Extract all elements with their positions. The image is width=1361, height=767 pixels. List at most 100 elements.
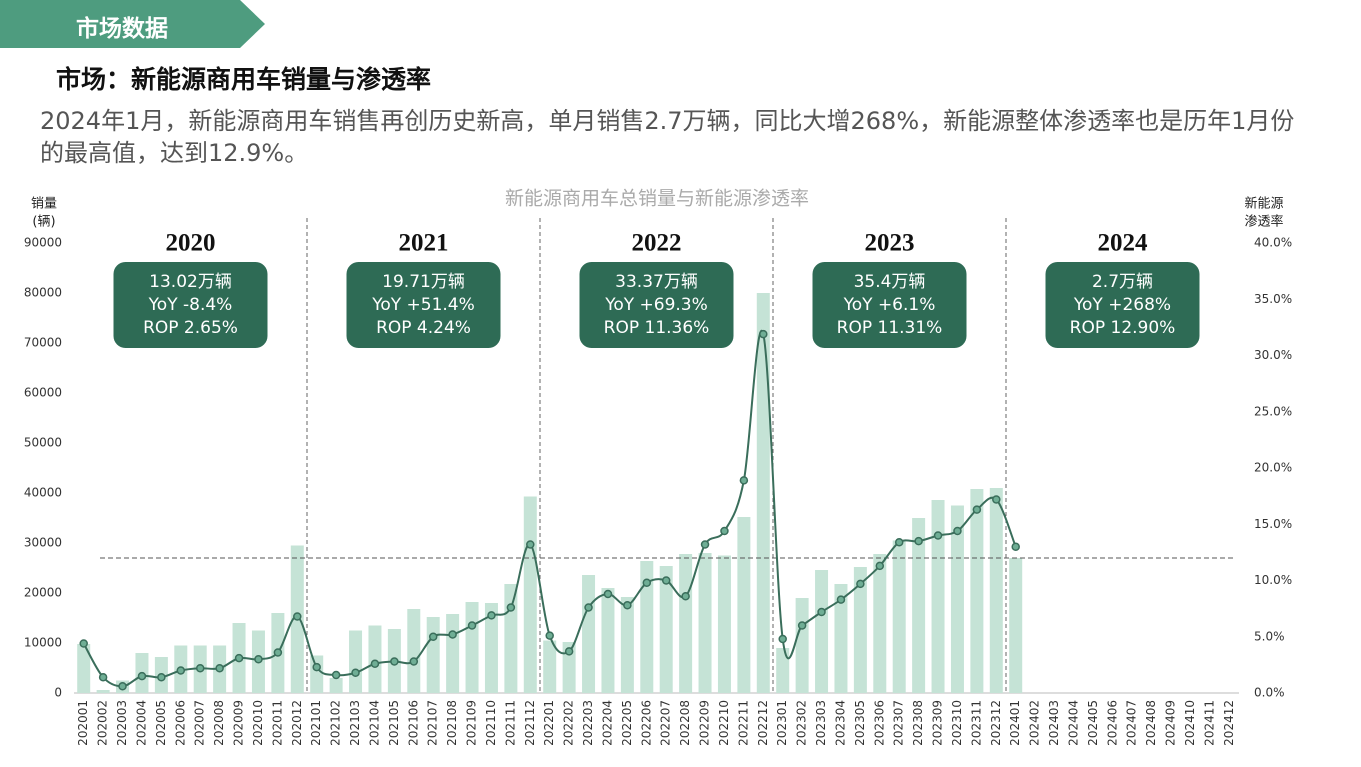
year-box-text: ROP 11.36% [604,318,710,338]
bar [737,517,751,693]
year-box-text: YoY +6.1% [843,295,936,315]
bar [329,678,343,693]
bar [407,609,421,693]
bar [620,597,634,693]
section-tag: 市场数据 [0,0,265,48]
year-box-text: 35.4万辆 [854,272,926,292]
year-label: 2020 [166,230,216,257]
x-tick-label: 202302 [795,700,809,746]
year-box-text: ROP 12.90% [1070,318,1176,338]
line-point [312,662,321,672]
chart-title: 新能源商用车总销量与新能源渗透率 [505,188,809,210]
bar [970,489,984,693]
bar [815,570,829,693]
bar [640,561,654,693]
x-tick-label: 202006 [173,700,187,746]
x-tick-label: 202208 [678,700,692,746]
bar [698,553,712,693]
y2-tick-label: 20.0% [1254,461,1292,475]
year-box [812,262,967,348]
year-box-text: 33.37万辆 [615,272,698,292]
line-point [79,639,88,648]
y-tick-label: 40000 [24,486,62,500]
line-point [778,634,787,644]
x-tick-label: 202001 [76,700,90,746]
line-point [98,673,108,682]
line-point [623,601,632,610]
year-label: 2023 [865,230,915,257]
bar [310,655,324,693]
x-tick-label: 202411 [1202,700,1216,746]
y-tick-label: 0 [54,686,62,700]
x-tick-label: 202110 [484,700,498,746]
x-tick-label: 202205 [620,700,634,746]
y-tick-label: 70000 [24,336,62,350]
bar [96,690,110,693]
x-tick-label: 202203 [581,700,595,746]
bar [77,644,91,693]
bar [931,500,945,693]
line-point [1011,542,1020,551]
y-tick-label: 50000 [24,436,62,450]
bar [989,488,1003,693]
line-point [448,630,457,639]
x-tick-label: 202301 [775,700,789,746]
year-box-text: ROP 4.24% [376,318,471,338]
x-tick-label: 202107 [426,700,440,746]
bar [659,566,673,693]
x-tick-label: 202008 [212,700,226,746]
bar [601,588,615,693]
x-tick-label: 202209 [698,700,712,746]
x-tick-label: 202109 [465,700,479,746]
bar [756,293,770,693]
x-tick-label: 202004 [134,700,148,746]
y-axis-label: (辆) [32,215,55,230]
line-point [467,621,477,630]
y2-tick-label: 30.0% [1254,348,1292,362]
line-point [584,603,593,612]
line-point [759,329,768,339]
bar [795,598,809,693]
section-tag-text: 市场数据 [76,16,168,42]
line-point [506,603,516,612]
x-tick-label: 202402 [1028,700,1042,746]
year-box-text: 13.02万辆 [149,272,232,292]
bar [1009,558,1023,693]
bar [950,505,964,693]
x-tick-label: 202201 [542,700,556,746]
x-tick-label: 202403 [1047,700,1061,746]
x-tick-label: 202012 [290,700,304,746]
line-point [700,540,710,549]
line-point [351,668,360,677]
x-tick-label: 202404 [1066,700,1080,746]
bar [853,567,867,693]
bar [873,554,887,693]
year-box-text: ROP 2.65% [143,318,238,338]
x-tick-label: 202108 [445,700,459,746]
year-label: 2024 [1098,230,1149,257]
bar [446,614,460,693]
year-box-text: YoY +69.3% [604,295,708,315]
line-point [817,607,826,617]
line-point [933,531,943,540]
line-point [428,632,438,641]
line-point [195,664,205,673]
line-point [992,495,1001,504]
slide-text: 2024年1月，新能源商用车销售再创历史新高，单月销售2.7万辆，同比大增268… [40,107,1295,167]
x-tick-label: 202009 [232,700,246,746]
x-tick-label: 202010 [251,700,265,746]
x-tick-label: 202306 [872,700,886,746]
y-tick-label: 30000 [24,536,62,550]
bar [679,554,693,693]
bar [426,617,440,693]
x-tick-label: 202409 [1164,700,1178,746]
line-point [526,540,535,549]
x-tick-label: 202307 [892,700,906,746]
y-tick-label: 90000 [24,236,62,250]
line-point [176,666,186,675]
bar [582,575,596,693]
line-point [797,621,807,630]
x-tick-label: 202410 [1183,700,1197,746]
bar [504,584,518,693]
